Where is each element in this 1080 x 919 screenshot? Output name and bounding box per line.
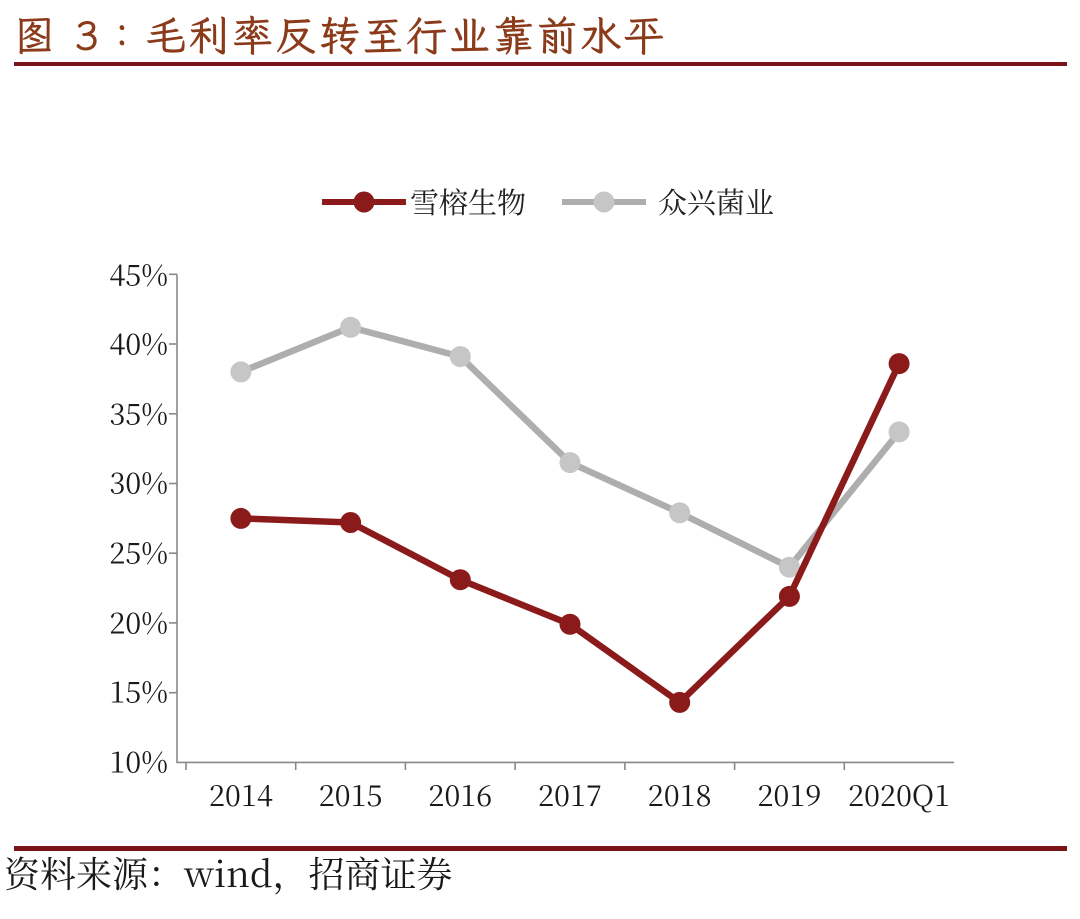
svg-text:25%: 25% — [109, 532, 168, 573]
svg-text:45%: 45% — [109, 254, 168, 295]
svg-text:2016: 2016 — [428, 774, 492, 815]
svg-text:15%: 15% — [109, 671, 168, 712]
svg-text:众兴菌业: 众兴菌业 — [658, 181, 774, 222]
svg-text:2019: 2019 — [757, 774, 821, 815]
svg-text:40%: 40% — [109, 323, 168, 364]
svg-text:2018: 2018 — [648, 774, 712, 815]
svg-text:2015: 2015 — [319, 774, 383, 815]
svg-text:雪榕生物: 雪榕生物 — [410, 181, 526, 222]
svg-text:10%: 10% — [109, 741, 168, 782]
svg-text:2020Q1: 2020Q1 — [848, 774, 950, 815]
svg-text:2017: 2017 — [538, 774, 602, 815]
svg-text:30%: 30% — [109, 462, 168, 503]
svg-text:35%: 35% — [109, 393, 168, 434]
svg-text:20%: 20% — [109, 602, 168, 643]
svg-text:2014: 2014 — [209, 774, 273, 815]
